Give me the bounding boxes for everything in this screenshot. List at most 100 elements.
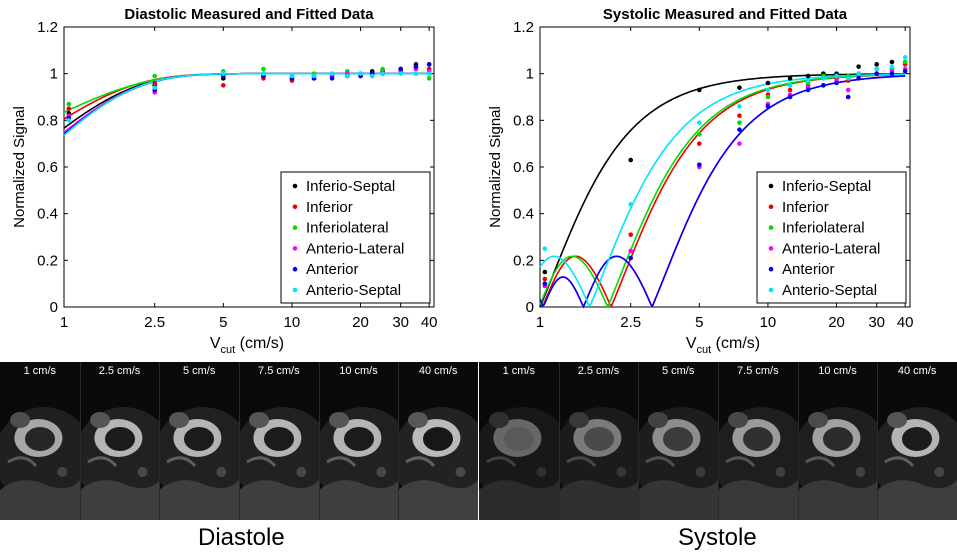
chart1-ytick-label: 0.2	[37, 252, 58, 269]
chart2-point-anterior	[889, 71, 895, 76]
scan-structure-line	[405, 456, 436, 468]
chart2-xlabel-subscript: cut	[697, 344, 712, 356]
chart2-point-anterio-septal	[628, 202, 634, 207]
chart1-ytick-label: 0.4	[37, 206, 58, 223]
chart2-legend-label-anterio-septal: Anterio-Septal	[782, 282, 877, 299]
scan-panel: 5 cm/s	[638, 362, 718, 520]
scan-vessel	[887, 412, 908, 428]
scan-panel: 2.5 cm/s	[79, 362, 160, 520]
scan-panel-label: 40 cm/s	[897, 365, 937, 377]
chart2-ytick-label: 0.6	[513, 159, 534, 176]
chart2-point-inferior	[697, 141, 702, 146]
chart2-point-inferio-septal	[542, 269, 548, 275]
scan-structure-line	[166, 456, 197, 468]
scan-lower-tissue	[718, 480, 798, 520]
chart2-ytick-label: 1.2	[513, 19, 534, 36]
scan-image	[797, 362, 878, 520]
scan-speckle	[616, 467, 627, 477]
scan-speckle	[216, 467, 227, 477]
chart1-legend-label-inferio-septal: Inferio-Septal	[306, 178, 395, 195]
scan-panel-label: 5 cm/s	[661, 365, 695, 377]
chart2-legend-label-anterio-lateral: Anterio-Lateral	[782, 240, 880, 257]
chart1-xtick-label: 40	[421, 314, 438, 331]
chart1-legend-marker-inferiolateral	[292, 225, 298, 230]
scan-ventricle-cavity	[423, 427, 454, 451]
chart2-point-inferior	[542, 276, 548, 282]
scan-panel-divider	[318, 362, 320, 520]
scan-speckle	[57, 467, 68, 477]
chart2-point-anterior	[805, 87, 811, 93]
chart2-point-inferio-septal	[874, 62, 879, 67]
chart1-ytick-label: 1.2	[37, 19, 58, 36]
charts-figure: 00.20.40.60.811.21 2.5 5 10 20 30 40Diastolic …	[11, 6, 914, 356]
chart1-point-anterio-septal	[261, 71, 266, 76]
scan-ventricle-cavity	[663, 427, 694, 451]
chart2-point-anterio-septal	[821, 76, 826, 81]
chart1-xtick-label: 20	[352, 314, 369, 331]
chart2-point-inferior	[787, 87, 793, 93]
chart2-point-anterior	[542, 281, 548, 286]
chart2-point-anterio-septal	[856, 71, 861, 76]
diastole-label: Diastole	[198, 524, 285, 551]
chart2-point-inferio-septal	[805, 73, 811, 79]
chart1-point-anterio-septal	[152, 85, 158, 90]
chart1-legend: Inferio-Septal Inferior Inferiolateral Ante…	[280, 171, 431, 304]
chart1-point-inferiolateral	[380, 66, 385, 72]
chart1-point-inferiolateral	[426, 76, 432, 81]
scan-speckle	[296, 467, 307, 477]
chart1-legend-label-inferiolateral: Inferiolateral	[306, 220, 389, 237]
chart2-point-anterior	[737, 127, 742, 132]
chart1-point-anterio-septal	[358, 71, 363, 76]
scan-panel-label: 2.5 cm/s	[98, 365, 141, 377]
scan-panel: 7.5 cm/s	[718, 362, 798, 520]
chart2-point-anterior	[628, 255, 634, 261]
chart1-point-anterio-septal	[426, 71, 432, 76]
scan-structure-line	[565, 456, 596, 468]
chart1-point-inferior	[221, 83, 226, 88]
chart2-point-anterio-septal	[874, 66, 879, 72]
scan-vessel	[408, 412, 429, 428]
chart2-ytick-label: 0.8	[513, 112, 534, 129]
scan-lower-tissue	[239, 480, 319, 520]
scan-structure-line	[325, 456, 356, 468]
chart1-point-anterio-septal	[289, 73, 295, 79]
scan-panel: 40 cm/s	[877, 362, 957, 520]
chart2-legend-box	[756, 171, 907, 304]
scan-speckle	[934, 467, 945, 477]
chart1-point-anterior	[426, 62, 432, 67]
chart1-legend-label-anterio-lateral: Anterio-Lateral	[306, 240, 404, 257]
scan-panel-divider	[797, 362, 799, 520]
scan-panel-label: 1 cm/s	[502, 365, 536, 377]
chart1-point-inferiolateral	[152, 73, 158, 79]
chart2-ytick-label: 0	[526, 299, 534, 316]
scan-lower-tissue	[0, 480, 80, 520]
scan-image	[0, 362, 80, 520]
scan-panel-divider	[159, 362, 161, 520]
chart1-point-anterior	[413, 64, 419, 69]
chart2-legend-marker-inferiolateral	[768, 225, 774, 230]
chart2-point-anterior	[902, 69, 908, 74]
scan-speckle	[455, 467, 466, 477]
chart2-xtick-label: 30	[868, 314, 885, 331]
chart1-xlabel-subscript: cut	[221, 344, 236, 356]
chart2-xtick-label: 20	[828, 314, 845, 331]
scan-lower-tissue	[877, 480, 957, 520]
chart2-point-inferiolateral	[737, 120, 742, 125]
chart2-xlabel-var: V	[686, 335, 697, 352]
chart2-xtick-label: 5	[695, 314, 703, 331]
scan-speckle	[695, 467, 706, 477]
chart1-xtick-label: 1	[60, 314, 68, 331]
chart1-point-anterior	[329, 76, 335, 81]
chart2-point-anterior	[845, 94, 851, 100]
chart2-legend: Inferio-Septal Inferior Inferiolateral Ante…	[756, 171, 907, 304]
chart1-xtick-label: 5	[219, 314, 227, 331]
chart2-legend-marker-anterior	[768, 266, 774, 272]
scan-vessel	[807, 412, 828, 428]
chart2-point-inferio-septal	[697, 87, 702, 93]
scan-image	[318, 362, 399, 520]
chart2-point-inferio-septal	[765, 80, 771, 86]
chart1-xlabel: Vcut (cm/s)	[210, 335, 284, 356]
chart2-point-inferiolateral	[765, 94, 771, 100]
scan-lower-tissue	[558, 480, 639, 520]
chart2-ytick-label: 0.4	[513, 206, 534, 223]
